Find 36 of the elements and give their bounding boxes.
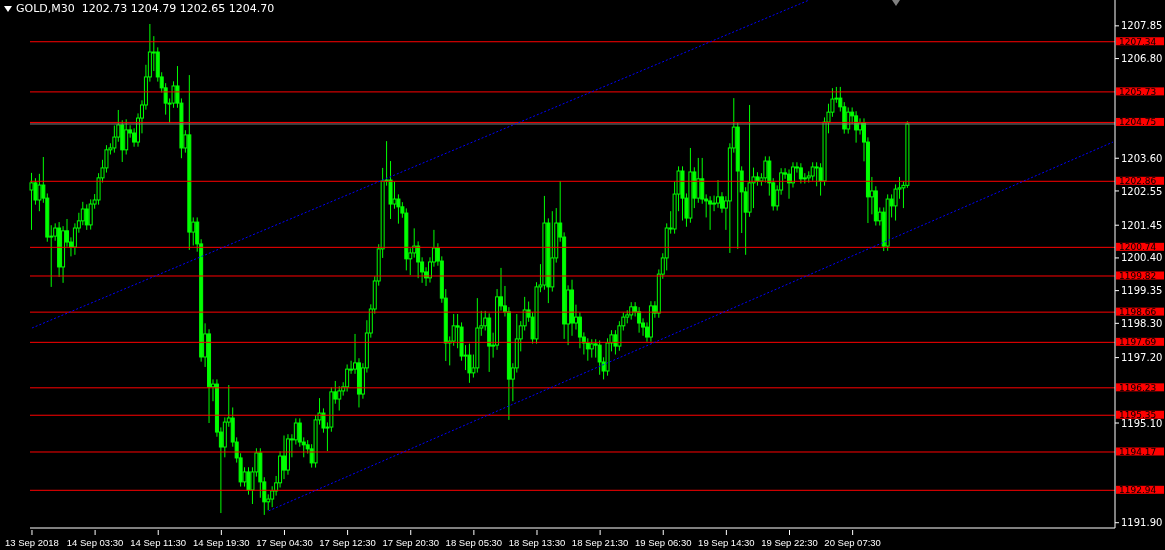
x-tick-label: 20 Sep 07:30: [824, 537, 881, 548]
ref-line-label: 1200.74: [1119, 242, 1157, 253]
y-tick-label: 1200.40: [1121, 252, 1163, 264]
ref-line-label: 1198.66: [1119, 307, 1157, 318]
x-tick-label: 14 Sep 11:30: [130, 537, 187, 548]
ref-line-label: 1192.94: [1119, 485, 1157, 496]
y-tick-label: 1207.85: [1121, 20, 1163, 32]
y-tick-label: 1202.55: [1121, 185, 1163, 197]
x-tick-label: 19 Sep 14:30: [698, 537, 755, 548]
chart-title: GOLD,M30 1202.73 1204.79 1202.65 1204.70: [16, 2, 275, 15]
ref-line-label: 1197.69: [1119, 337, 1157, 348]
x-tick-label: 19 Sep 22:30: [761, 537, 818, 548]
ref-line-label: 1205.73: [1119, 86, 1157, 97]
ref-line-label: 1194.17: [1119, 446, 1157, 457]
x-tick-label: 18 Sep 21:30: [571, 537, 629, 548]
x-tick-label: 17 Sep 12:30: [319, 537, 376, 548]
x-tick-label: 19 Sep 06:30: [634, 537, 692, 548]
ref-line-label: 1204.75: [1119, 117, 1157, 128]
y-tick-label: 1201.45: [1121, 219, 1163, 231]
y-tick-label: 1191.90: [1121, 517, 1163, 529]
y-tick-label: 1197.20: [1121, 352, 1163, 364]
ref-line-label: 1196.23: [1119, 382, 1157, 393]
x-tick-label: 17 Sep 20:30: [382, 537, 439, 548]
x-tick-label: 18 Sep 05:30: [445, 537, 503, 548]
x-tick-label: 13 Sep 2018: [5, 537, 59, 548]
ref-line-label: 1202.86: [1119, 176, 1157, 187]
x-tick-label: 14 Sep 19:30: [193, 537, 250, 548]
ref-line-label: 1207.34: [1119, 36, 1157, 47]
ref-line-label: 1199.82: [1119, 270, 1157, 281]
x-tick-label: 18 Sep 13:30: [508, 537, 566, 548]
y-tick-label: 1199.35: [1121, 285, 1163, 297]
y-tick-label: 1203.60: [1121, 152, 1163, 164]
y-tick-label: 1206.80: [1121, 53, 1163, 65]
x-tick-label: 14 Sep 03:30: [66, 537, 124, 548]
y-tick-label: 1198.30: [1121, 317, 1163, 329]
x-tick-label: 17 Sep 04:30: [256, 537, 313, 548]
